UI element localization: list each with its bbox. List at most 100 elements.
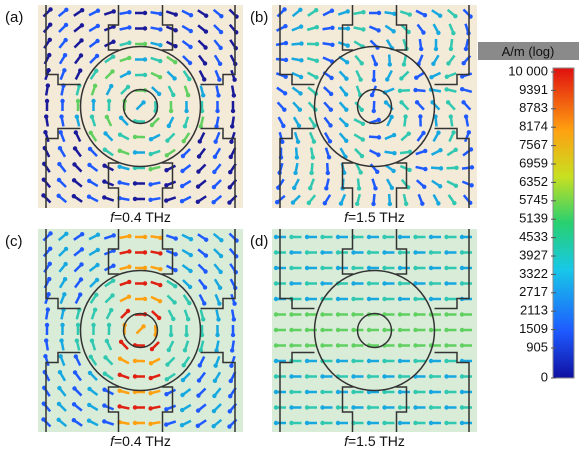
arrow-head <box>273 343 279 348</box>
arrow-head <box>320 420 325 426</box>
arrow-head <box>330 25 335 30</box>
arrow-head <box>453 147 458 152</box>
arrow-head <box>444 234 449 240</box>
arrow-head <box>444 374 449 379</box>
arrow-head <box>304 250 310 255</box>
arrow-head <box>382 296 387 302</box>
arrow-head <box>197 139 202 144</box>
arrow-head <box>428 420 434 426</box>
arrow-head <box>158 282 163 288</box>
arrow-head <box>459 343 465 348</box>
arrow-head <box>359 61 364 66</box>
ring-inner <box>356 88 393 125</box>
arrow-head <box>437 13 443 18</box>
arrow-head <box>406 29 411 35</box>
arrow-head <box>312 123 317 128</box>
arrow-head <box>326 155 332 160</box>
arrow-head <box>366 405 372 410</box>
arrow-head <box>165 362 170 367</box>
arrow-head <box>351 358 356 364</box>
arrow-head <box>184 332 189 338</box>
arrow-head <box>382 234 387 240</box>
arrow-head <box>320 405 325 410</box>
colorbar-tick-label: 3927 <box>519 247 548 262</box>
arrow-head <box>304 420 310 426</box>
arrow-head <box>63 261 68 267</box>
arrow-head <box>212 393 217 399</box>
arrow-head <box>56 417 61 422</box>
arrow-head <box>397 420 403 426</box>
arrow-head <box>423 148 428 154</box>
arrow-head <box>43 130 48 135</box>
arrow-head <box>466 130 472 135</box>
arrow-head <box>132 405 138 410</box>
arrow-head <box>428 296 434 302</box>
arrow-head <box>366 234 372 240</box>
arrow-head <box>273 296 279 302</box>
arrow-head <box>63 246 69 252</box>
arrow-head <box>413 327 418 333</box>
arrow-head <box>75 98 81 104</box>
caption-variable: f <box>110 433 116 449</box>
ring-outer <box>79 45 202 168</box>
arrow-head <box>95 247 100 253</box>
arrow-head <box>298 7 303 12</box>
arrow-head <box>351 327 356 333</box>
arrow-head <box>335 312 341 317</box>
arrow-head <box>345 9 350 14</box>
arrow-head <box>280 139 285 145</box>
arrow-head <box>444 420 449 426</box>
arrow-head <box>310 155 316 160</box>
arrow-head <box>57 145 63 151</box>
arrow-head <box>325 170 330 176</box>
arrow-head <box>215 332 220 338</box>
arrow-head <box>74 114 80 119</box>
arrow-head <box>459 265 465 271</box>
arrow-head <box>142 265 148 271</box>
arrow-head <box>382 250 387 255</box>
arrow-head <box>451 130 456 135</box>
arrow-head <box>72 146 78 151</box>
arrow-head <box>413 265 418 271</box>
arrow-head <box>89 338 95 343</box>
arrow-head <box>445 100 451 105</box>
arrow-head <box>274 199 280 205</box>
arrow-head <box>203 269 208 274</box>
arrow-head <box>273 420 279 426</box>
arrow-head <box>171 92 176 98</box>
caption-text: =1.5 THz <box>348 433 405 449</box>
arrow-head <box>182 124 188 129</box>
arrow-head <box>91 98 96 104</box>
arrow-head <box>459 374 465 379</box>
arrow-head <box>294 155 300 160</box>
arrow-head <box>418 46 424 52</box>
arrow-head <box>375 169 380 175</box>
arrow-head <box>117 404 122 409</box>
arrow-head <box>444 87 449 92</box>
arrow-head <box>397 88 403 93</box>
arrow-head <box>73 130 79 135</box>
arrow-head <box>127 40 132 45</box>
arrow-head <box>211 423 216 429</box>
caption-variable: f <box>110 209 116 225</box>
arrow-head <box>289 343 294 348</box>
arrow-head <box>47 52 52 58</box>
arrow-head <box>117 388 122 393</box>
arrow-head <box>351 296 356 302</box>
arrow-head <box>132 374 138 379</box>
arrow-head <box>444 265 449 271</box>
ring-outer <box>79 269 202 392</box>
arrow-head <box>196 154 202 159</box>
arrow-head <box>181 362 186 368</box>
arrow-head <box>335 420 341 426</box>
arrow-head <box>48 231 53 236</box>
arrow-head <box>282 91 288 96</box>
arrow-head <box>273 312 279 317</box>
arrow-head <box>366 281 372 286</box>
arrow-head <box>142 72 148 78</box>
arrow-head <box>158 58 163 64</box>
arrow-head <box>102 371 108 376</box>
arrow-head <box>64 231 69 236</box>
colorbar-tick-label: 10 000 <box>508 63 548 78</box>
arrow-head <box>86 194 92 199</box>
